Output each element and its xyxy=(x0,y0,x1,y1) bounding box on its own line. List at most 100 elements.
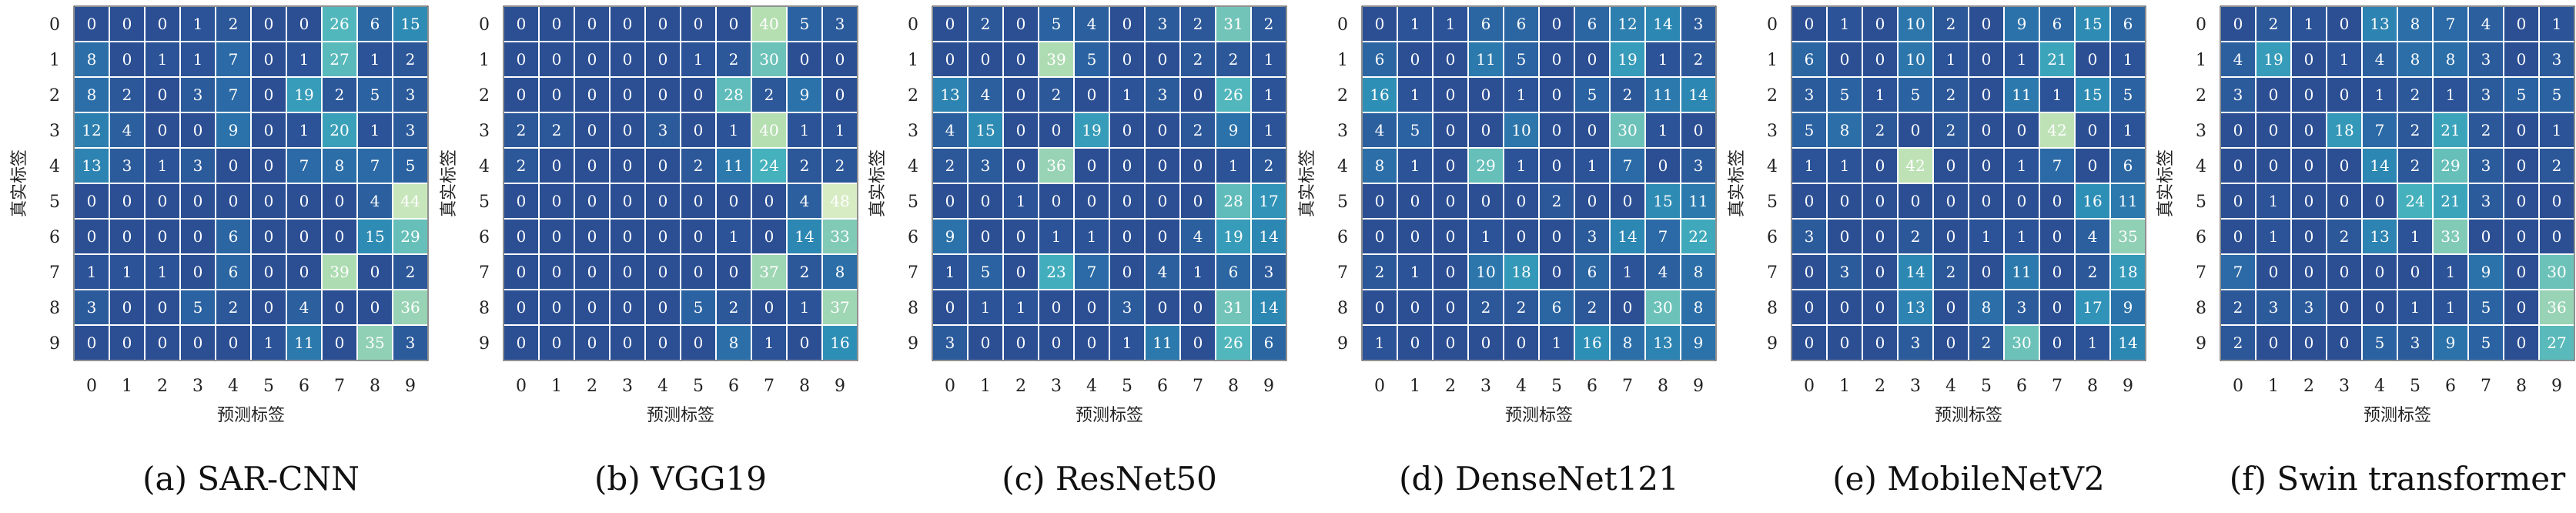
heatmap-cell xyxy=(2326,324,2363,361)
y-tick-label: 2 xyxy=(1767,86,1778,106)
cell-value-label: 3 xyxy=(1587,227,1597,246)
cell-value-label: 0 xyxy=(229,334,239,352)
cell-value-label: 7 xyxy=(2052,156,2062,175)
heatmap-cell xyxy=(644,147,681,184)
cell-value-label: 10 xyxy=(1476,263,1495,281)
heatmap-cell xyxy=(2361,147,2398,184)
heatmap-cell xyxy=(1826,76,1863,113)
cell-value-label: 3 xyxy=(2269,298,2279,317)
heatmap-cell xyxy=(1791,41,1828,78)
heatmap-cell xyxy=(1897,112,1934,149)
y-tick-label: 4 xyxy=(908,157,918,176)
cell-value-label: 10 xyxy=(1905,50,1925,69)
y-axis-label: 真实标签 xyxy=(868,149,888,217)
y-tick-label: 7 xyxy=(1767,263,1778,283)
x-tick-label: 3 xyxy=(192,377,203,396)
cell-value-label: 35 xyxy=(365,334,384,352)
cell-value-label: 9 xyxy=(229,121,239,139)
cell-value-label: 2 xyxy=(1694,50,1704,69)
heatmap-cell xyxy=(392,5,429,42)
heatmap-cell xyxy=(1250,41,1287,78)
cell-value-label: 0 xyxy=(658,227,668,246)
heatmap-cell xyxy=(1538,324,1575,361)
x-axis-label: 预测标签 xyxy=(217,406,285,425)
cell-value-label: 2 xyxy=(800,263,810,281)
heatmap-cell xyxy=(715,324,752,361)
heatmap-cell xyxy=(2538,324,2575,361)
x-tick-label: 4 xyxy=(228,377,239,396)
cell-value-label: 0 xyxy=(2269,121,2279,139)
cell-value-label: 6 xyxy=(1517,15,1527,33)
y-tick-label: 7 xyxy=(479,263,490,283)
cell-value-label: 0 xyxy=(1410,227,1420,246)
cell-value-label: 0 xyxy=(158,334,168,352)
cell-value-label: 0 xyxy=(2375,192,2385,210)
x-axis-label: 预测标签 xyxy=(1076,406,1143,425)
cell-value-label: 0 xyxy=(1122,192,1132,210)
y-tick-label: 3 xyxy=(49,122,60,141)
cell-value-label: 0 xyxy=(2340,334,2350,352)
heatmap-cell xyxy=(1862,183,1899,220)
heatmap-cell xyxy=(321,253,358,290)
cell-value-label: 3 xyxy=(981,156,991,175)
y-tick-label: 2 xyxy=(908,86,918,106)
cell-value-label: 2 xyxy=(1193,50,1203,69)
cell-value-label: 1 xyxy=(2410,298,2420,317)
heatmap-cell xyxy=(1179,41,1216,78)
cell-value-label: 0 xyxy=(2375,263,2385,281)
y-tick-label: 4 xyxy=(479,157,490,176)
heatmap-cell xyxy=(1862,76,1899,113)
cell-value-label: 0 xyxy=(87,192,97,210)
cell-value-label: 0 xyxy=(2052,192,2062,210)
cell-value-label: 14 xyxy=(1688,86,1708,104)
cell-value-label: 0 xyxy=(1552,227,1562,246)
cell-value-label: 3 xyxy=(406,86,416,104)
cell-value-label: 19 xyxy=(1223,227,1243,246)
cell-value-label: 2 xyxy=(2269,15,2279,33)
cell-value-label: 5 xyxy=(1840,86,1850,104)
heatmap-cell xyxy=(1932,41,1969,78)
cell-value-label: 1 xyxy=(1264,121,1274,139)
cell-value-label: 0 xyxy=(1016,334,1026,352)
y-tick-label: 3 xyxy=(908,122,918,141)
heatmap-frame xyxy=(73,5,429,361)
cell-value-label: 14 xyxy=(1259,298,1278,317)
heatmap-cell xyxy=(250,5,287,42)
heatmap-cell xyxy=(1680,76,1717,113)
cell-value-label: 18 xyxy=(1511,263,1531,281)
heatmap-cell xyxy=(1002,112,1039,149)
cell-value-label: 8 xyxy=(2410,15,2420,33)
cell-value-label: 5 xyxy=(1587,86,1597,104)
cell-value-label: 0 xyxy=(1982,121,1992,139)
cell-value-label: 0 xyxy=(2517,50,2527,69)
cell-value-label: 0 xyxy=(1481,334,1491,352)
heatmap-cell xyxy=(1215,76,1252,113)
cell-value-label: 29 xyxy=(1476,156,1495,175)
cell-value-label: 0 xyxy=(658,263,668,281)
cell-value-label: 20 xyxy=(330,121,349,139)
cell-value-label: 0 xyxy=(2052,298,2062,317)
cell-value-label: 1 xyxy=(1375,334,1385,352)
x-tick-label: 3 xyxy=(2339,377,2350,396)
cell-value-label: 9 xyxy=(2017,15,2027,33)
cell-value-label: 14 xyxy=(2370,156,2389,175)
cell-value-label: 2 xyxy=(229,298,239,317)
confusion-matrix-panel: 0 1 0 10 2 0 9 6 15 66 0 0 10 1 0 1 21 0 13 5 1 5 2 0 11 1 15 55 8 2 0… xyxy=(1728,5,2146,498)
x-tick-label: 2 xyxy=(587,377,597,396)
heatmap-cell xyxy=(356,324,393,361)
y-tick-label: 0 xyxy=(479,15,490,35)
x-tick-label: 9 xyxy=(405,377,416,396)
cell-value-label: 2 xyxy=(2233,298,2243,317)
cell-value-label: 1 xyxy=(1840,15,1850,33)
cell-value-label: 9 xyxy=(2446,334,2456,352)
heatmap-cell xyxy=(786,324,823,361)
heatmap-cell xyxy=(1897,183,1934,220)
cell-value-label: 0 xyxy=(1122,15,1132,33)
cell-value-label: 33 xyxy=(830,227,849,246)
heatmap-cell xyxy=(680,183,717,220)
y-tick-label: 5 xyxy=(49,193,60,212)
cell-value-label: 1 xyxy=(1446,15,1456,33)
cell-value-label: 0 xyxy=(945,298,955,317)
y-tick-label: 2 xyxy=(1337,86,1348,106)
cell-value-label: 0 xyxy=(552,263,562,281)
